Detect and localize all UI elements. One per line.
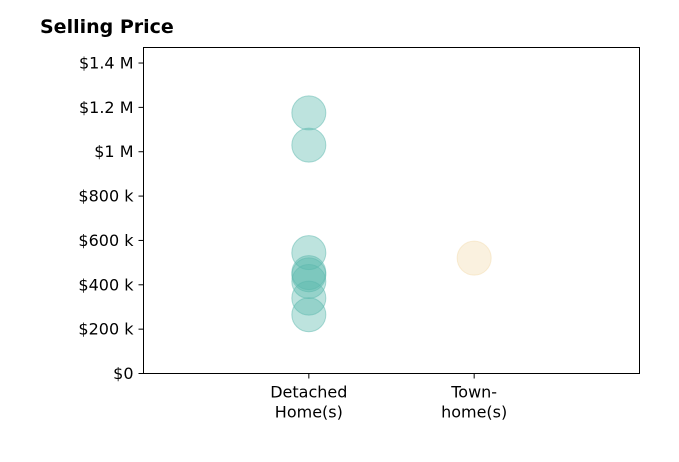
- chart-title: Selling Price: [40, 16, 174, 38]
- data-point: [456, 240, 492, 276]
- y-tick-label: $800 k: [78, 187, 134, 206]
- y-tick-label: $400 k: [78, 275, 134, 294]
- data-point: [291, 127, 327, 163]
- y-tick-label: $1.4 M: [79, 54, 134, 73]
- y-axis: $0 $200 k $400 k $600 k $800 k $1 M $1.2 M $1.4…: [78, 54, 144, 383]
- y-tick-label: $0: [113, 364, 133, 383]
- y-tick-label: $200 k: [78, 320, 134, 339]
- y-tick-label: $1 M: [94, 142, 133, 161]
- x-axis: Detached Home(s) Town-home(s): [270, 373, 507, 422]
- data-point: [291, 95, 327, 131]
- x-tick-label: Town-home(s): [441, 383, 507, 422]
- y-tick-label: $600 k: [78, 231, 134, 250]
- points-layer: [291, 95, 492, 333]
- data-point: [291, 297, 327, 333]
- y-tick-label: $1.2 M: [79, 98, 134, 117]
- plot-frame: [143, 47, 640, 374]
- x-tick-label: Detached Home(s): [270, 383, 347, 422]
- data-point: [291, 235, 327, 271]
